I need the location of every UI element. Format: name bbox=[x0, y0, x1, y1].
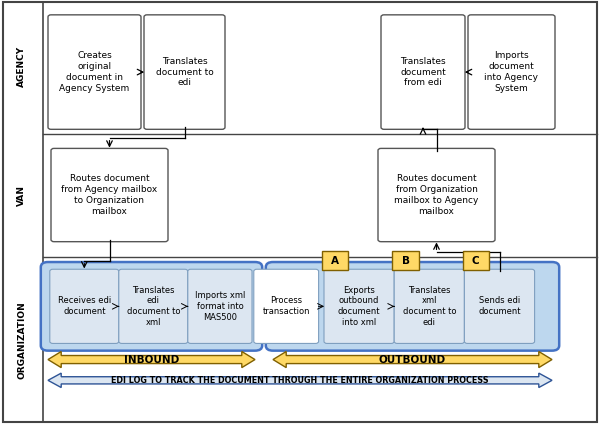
FancyBboxPatch shape bbox=[378, 148, 495, 242]
Text: AGENCY: AGENCY bbox=[17, 46, 26, 87]
Text: Creates
original
document in
Agency System: Creates original document in Agency Syst… bbox=[59, 51, 130, 93]
FancyBboxPatch shape bbox=[324, 269, 394, 343]
FancyBboxPatch shape bbox=[48, 15, 141, 129]
Text: Translates
document
from edi: Translates document from edi bbox=[400, 57, 446, 87]
Text: Imports xml
format into
MAS500: Imports xml format into MAS500 bbox=[195, 291, 245, 321]
Text: Sends edi
document: Sends edi document bbox=[478, 296, 521, 316]
Text: INBOUND: INBOUND bbox=[124, 354, 179, 365]
Text: Routes document
from Agency mailbox
to Organization
mailbox: Routes document from Agency mailbox to O… bbox=[61, 174, 158, 216]
FancyBboxPatch shape bbox=[51, 148, 168, 242]
Text: Translates
document to
edi: Translates document to edi bbox=[155, 57, 214, 87]
Polygon shape bbox=[48, 351, 255, 368]
FancyBboxPatch shape bbox=[254, 269, 319, 343]
Text: Imports
document
into Agency
System: Imports document into Agency System bbox=[485, 51, 539, 93]
FancyBboxPatch shape bbox=[322, 251, 348, 270]
FancyBboxPatch shape bbox=[188, 269, 252, 343]
Text: OUTBOUND: OUTBOUND bbox=[379, 354, 446, 365]
Text: Routes document
from Organization
mailbox to Agency
mailbox: Routes document from Organization mailbo… bbox=[394, 174, 479, 216]
Text: B: B bbox=[401, 256, 410, 266]
Text: A: A bbox=[331, 256, 339, 266]
FancyBboxPatch shape bbox=[392, 251, 419, 270]
FancyBboxPatch shape bbox=[468, 15, 555, 129]
FancyBboxPatch shape bbox=[41, 262, 262, 351]
Text: C: C bbox=[472, 256, 479, 266]
Text: EDI LOG TO TRACK THE DOCUMENT THROUGH THE ENTIRE ORGANIZATION PROCESS: EDI LOG TO TRACK THE DOCUMENT THROUGH TH… bbox=[111, 376, 489, 385]
FancyBboxPatch shape bbox=[394, 269, 464, 343]
Text: Translates
edi
document to
xml: Translates edi document to xml bbox=[127, 286, 180, 327]
FancyBboxPatch shape bbox=[144, 15, 225, 129]
Polygon shape bbox=[273, 351, 552, 368]
FancyBboxPatch shape bbox=[464, 269, 535, 343]
Text: Receives edi
document: Receives edi document bbox=[58, 296, 111, 316]
FancyBboxPatch shape bbox=[119, 269, 188, 343]
FancyBboxPatch shape bbox=[50, 269, 119, 343]
Polygon shape bbox=[48, 373, 552, 388]
FancyBboxPatch shape bbox=[266, 262, 559, 351]
FancyBboxPatch shape bbox=[463, 251, 489, 270]
Text: Process
transaction: Process transaction bbox=[262, 296, 310, 316]
Text: ORGANIZATION: ORGANIZATION bbox=[17, 301, 26, 379]
Text: VAN: VAN bbox=[17, 184, 26, 206]
Text: Translates
xml
document to
edi: Translates xml document to edi bbox=[403, 286, 456, 327]
FancyBboxPatch shape bbox=[381, 15, 465, 129]
Text: Exports
outbound
document
into xml: Exports outbound document into xml bbox=[338, 286, 380, 327]
